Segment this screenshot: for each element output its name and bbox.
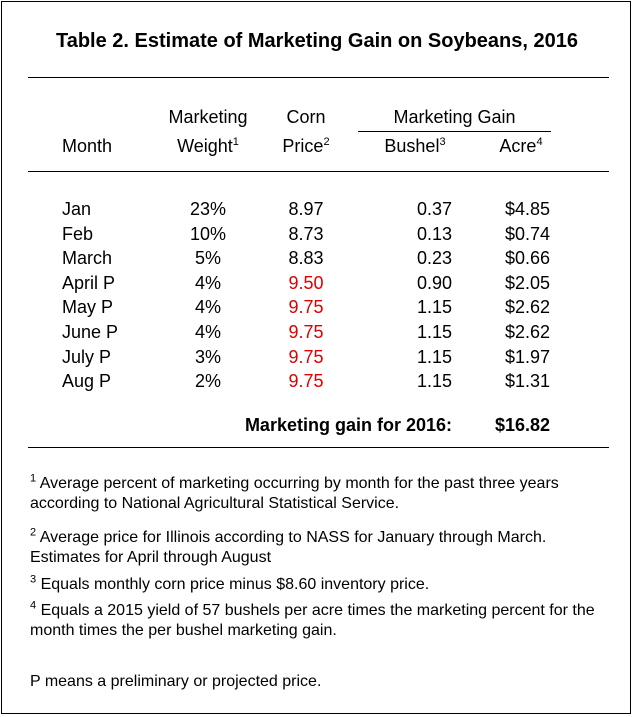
cell-weight: 10% — [189, 224, 227, 244]
top-rule — [28, 77, 609, 78]
total-value: $16.82 — [494, 415, 550, 435]
cell-price: 9.75 — [288, 297, 324, 317]
cell-price: 8.83 — [288, 248, 324, 268]
legend-note: P means a preliminary or projected price… — [30, 673, 322, 690]
cell-month: Aug P — [62, 371, 112, 391]
footnote-1: 1 Average percent of marketing occurring… — [30, 472, 559, 512]
cell-bushel: 0.13 — [416, 224, 452, 244]
header-price-line1: Corn — [286, 107, 326, 127]
cell-acre: $4.85 — [504, 199, 550, 219]
cell-month: July P — [62, 347, 112, 367]
cell-weight: 4% — [194, 297, 221, 317]
cell-bushel: 1.15 — [416, 322, 452, 342]
cell-bushel: 1.15 — [416, 297, 452, 317]
footnote-4: 4 Equals a 2015 yield of 57 bushels per … — [30, 599, 595, 639]
cell-price: 8.73 — [288, 224, 324, 244]
cell-bushel: 1.15 — [416, 347, 452, 367]
header-gain-group: Marketing Gain — [393, 107, 516, 127]
cell-bushel: 0.37 — [416, 199, 452, 219]
cell-acre: $0.74 — [504, 224, 550, 244]
cell-bushel: 0.23 — [416, 248, 452, 268]
cell-weight: 4% — [194, 273, 221, 293]
cell-month: May P — [62, 297, 114, 317]
total-label: Marketing gain for 2016: — [244, 415, 452, 435]
bottom-rule — [28, 447, 609, 448]
cell-weight: 3% — [194, 347, 221, 367]
cell-month: June P — [62, 322, 119, 342]
header-month: Month — [62, 136, 113, 156]
cell-month: Feb — [62, 224, 94, 244]
header-bushel: Bushel3 — [384, 136, 446, 156]
footnote-3: 3 Equals monthly corn price minus $8.60 … — [30, 573, 430, 593]
cell-bushel: 1.15 — [416, 371, 452, 391]
cell-acre: $0.66 — [504, 248, 550, 268]
table-title: Table 2. Estimate of Marketing Gain on S… — [55, 30, 578, 52]
header-weight-line1: Marketing — [168, 107, 248, 127]
cell-price: 9.75 — [288, 347, 324, 367]
header-acre: Acre4 — [499, 136, 543, 156]
cell-acre: $2.05 — [504, 273, 550, 293]
header-weight: Weight1 — [177, 136, 239, 156]
cell-weight: 2% — [194, 371, 221, 391]
gain-group-underline — [358, 131, 551, 132]
cell-month: March — [62, 248, 113, 268]
cell-acre: $1.97 — [504, 347, 550, 367]
cell-bushel: 0.90 — [416, 273, 452, 293]
cell-price: 9.50 — [288, 273, 324, 293]
footnote-2: 2 Average price for Illinois according t… — [30, 526, 547, 566]
cell-acre: $2.62 — [504, 297, 550, 317]
cell-month: Jan — [62, 199, 92, 219]
cell-price: 9.75 — [288, 322, 324, 342]
cell-price: 8.97 — [288, 199, 324, 219]
cell-weight: 5% — [194, 248, 221, 268]
cell-weight: 23% — [189, 199, 227, 219]
cell-month: April P — [62, 273, 116, 293]
header-rule — [28, 171, 609, 172]
cell-acre: $1.31 — [504, 371, 550, 391]
cell-price: 9.75 — [288, 371, 324, 391]
header-price: Price2 — [282, 136, 330, 156]
cell-weight: 4% — [194, 322, 221, 342]
cell-acre: $2.62 — [504, 322, 550, 342]
